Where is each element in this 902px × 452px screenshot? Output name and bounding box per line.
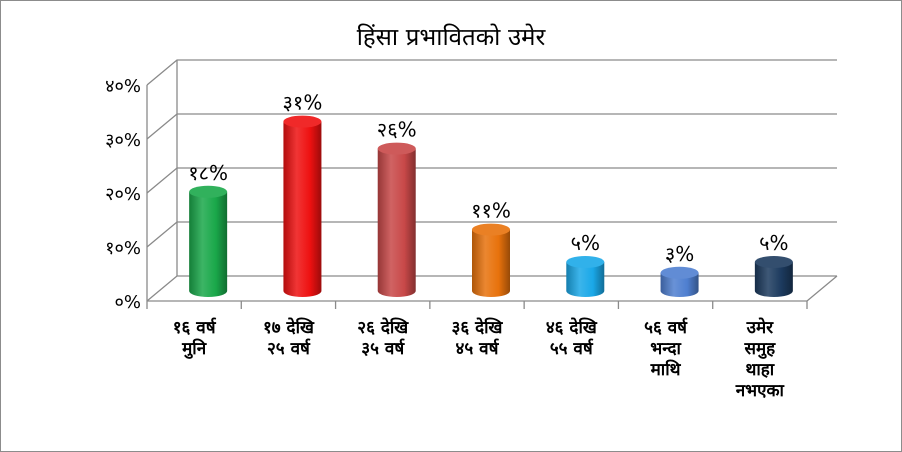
bar-body <box>566 262 605 297</box>
bar-top <box>377 142 416 155</box>
bar <box>754 256 793 297</box>
y-tick-label: ४०% <box>105 76 141 97</box>
bar <box>377 142 416 297</box>
data-label: ५% <box>759 231 788 255</box>
y-tick-label: ३०% <box>105 130 141 151</box>
bar <box>189 185 228 297</box>
bar-body <box>189 191 228 297</box>
gridlines <box>146 59 838 309</box>
y-tick-label: १०% <box>105 238 141 259</box>
bar-body <box>377 148 416 297</box>
data-label: ११% <box>471 199 511 223</box>
bar-body <box>472 229 510 297</box>
gridline <box>146 167 837 194</box>
x-axis-categories: १६ वर्ष मुनि १७ देखि २५ वर्ष २६ देखि ३५ वर्ष ३… <box>173 317 785 401</box>
bar <box>283 115 322 297</box>
bar-top <box>472 223 510 236</box>
data-label: ३% <box>665 242 694 266</box>
bar-top <box>660 266 699 279</box>
category-label: १६ वर्ष मुनि <box>173 317 217 359</box>
y-axis-ticks: ०% १०% २०% ३०% ४०% <box>105 76 141 313</box>
category-label: ४६ देखि ५५ वर्ष <box>546 317 598 359</box>
category-label: १७ देखि २५ वर्ष <box>263 317 315 359</box>
bar-top <box>283 115 322 128</box>
gridline <box>146 113 837 140</box>
bar-body <box>660 272 699 297</box>
data-label: ३१% <box>283 91 323 115</box>
bar <box>566 256 605 297</box>
gridline <box>146 59 837 86</box>
category-label: ५६ वर्ष भन्दा माथि <box>644 317 688 380</box>
category-label: उमेर समुह थाहा नभएका <box>735 317 785 401</box>
y-tick-label: २०% <box>105 184 141 205</box>
category-label: २६ देखि ३५ वर्ष <box>357 317 409 359</box>
chart-title: हिंसा प्रभावितको उमेर <box>357 23 547 51</box>
data-label: ५% <box>571 231 600 255</box>
category-label: ३६ देखि ४५ वर्ष <box>452 317 504 359</box>
bar-top <box>754 256 793 268</box>
y-tick-label: ०% <box>115 292 141 313</box>
bar-body <box>283 121 322 297</box>
bar-top <box>189 185 228 198</box>
bar <box>472 223 510 297</box>
bar <box>660 266 699 297</box>
data-label: २६% <box>377 118 417 142</box>
bars <box>189 115 793 297</box>
bar-top <box>566 256 605 268</box>
data-labels: १८% ३१% २६% ११% ५% ३% ५% <box>188 91 788 266</box>
bar-body <box>754 262 793 297</box>
data-label: १८% <box>188 161 228 185</box>
